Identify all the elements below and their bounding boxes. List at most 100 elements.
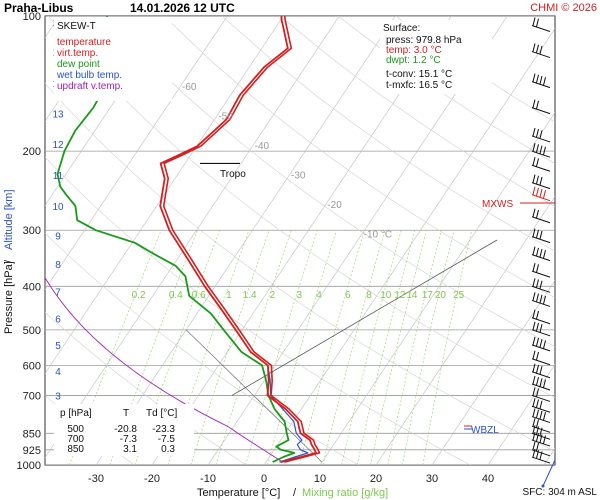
wind-barb-feather bbox=[539, 410, 543, 420]
wind-barb bbox=[531, 186, 551, 202]
mixing-ratio-label: 25 bbox=[453, 290, 465, 301]
copyright-text: CHMI © 2026 bbox=[530, 2, 597, 14]
wind-barb bbox=[531, 431, 551, 447]
wind-barb-feather bbox=[539, 145, 543, 154]
wind-barb-feather bbox=[536, 433, 539, 442]
pressure-tick-label: 100 bbox=[23, 11, 41, 23]
wind-barb bbox=[531, 157, 551, 172]
x-tick-label: -10 bbox=[200, 473, 216, 485]
wind-barb bbox=[531, 398, 551, 413]
wind-barb-feather bbox=[532, 336, 536, 345]
isotherm-label: -20 bbox=[327, 200, 342, 211]
table-row-p: 700 bbox=[67, 434, 84, 445]
mixing-ratio-label: 0.6 bbox=[192, 290, 206, 301]
table-row-p: 500 bbox=[67, 424, 84, 435]
wind-barb-feather bbox=[536, 209, 539, 219]
wind-barb-feather bbox=[536, 442, 539, 452]
legend-item-temperature: temperature bbox=[57, 37, 111, 48]
wind-barb-feather bbox=[532, 99, 536, 108]
wind-barb-feather bbox=[543, 340, 546, 349]
surface-box: Surface: press: 979.8 hPa temp: 3.0 °C d… bbox=[380, 20, 492, 94]
surface-press: press: 979.8 hPa bbox=[386, 35, 462, 46]
wind-barb-feather bbox=[536, 279, 539, 288]
table-row-td: 0.3 bbox=[161, 444, 175, 455]
wind-barb-feather bbox=[543, 77, 546, 86]
wind-barb-feather bbox=[532, 350, 536, 359]
wind-barb-shaft bbox=[531, 236, 551, 244]
altitude-tick-label: 10 bbox=[52, 202, 64, 213]
surface-tconv: t-conv: 15.1 °C bbox=[386, 69, 452, 80]
altitude-tick-label: 5 bbox=[55, 341, 61, 352]
wind-barb-feather bbox=[536, 388, 539, 397]
wind-barb bbox=[531, 448, 551, 464]
wind-barb-feather bbox=[539, 451, 543, 460]
x-tick-label: -20 bbox=[144, 473, 160, 485]
wind-barb-feather bbox=[536, 100, 539, 109]
x-axis-label-temp: Temperature [°C] bbox=[197, 487, 280, 499]
wind-barb-feather bbox=[536, 247, 539, 256]
wind-barb-feather bbox=[536, 144, 539, 153]
isotherm-line bbox=[431, 279, 555, 465]
pressure-tick-label: 500 bbox=[23, 325, 41, 337]
mixing-ratio-line bbox=[299, 230, 365, 465]
mixing-ratio-label: 14 bbox=[406, 290, 418, 301]
wind-barb bbox=[531, 208, 551, 224]
surface-wind-arrow bbox=[542, 459, 556, 487]
x-tick-label: 30 bbox=[426, 473, 438, 485]
mxws-label: MXWS bbox=[482, 199, 513, 210]
pressure-tick-label: 300 bbox=[23, 225, 41, 237]
surface-title: Surface: bbox=[383, 23, 420, 34]
mixing-ratio-line bbox=[245, 230, 318, 465]
wind-barb-shaft bbox=[531, 383, 551, 391]
dry-adiabat-line bbox=[45, 312, 247, 465]
altitude-tick-label: 11 bbox=[53, 171, 64, 182]
wbzl-label: WBZL bbox=[471, 425, 499, 436]
table-row-t: 3.1 bbox=[123, 444, 137, 455]
wind-barb-feather bbox=[536, 322, 539, 332]
wind-barb-feather bbox=[532, 408, 536, 417]
surface-tmxfc: t-mxfc: 16.5 °C bbox=[386, 80, 452, 91]
wind-barb-feather bbox=[539, 230, 543, 240]
dry-adiabat-line bbox=[45, 232, 359, 465]
isotherm-label: -10 °C bbox=[364, 230, 392, 241]
wind-barb-shaft bbox=[531, 405, 551, 413]
wind-barb-feather bbox=[536, 129, 539, 138]
wind-barb-feather bbox=[536, 337, 539, 347]
mixing-ratio-label: 1.4 bbox=[243, 290, 257, 301]
wind-barb-shaft bbox=[531, 439, 551, 447]
x-axis-label-mix: Mixing ratio [g/kg] bbox=[302, 487, 388, 499]
mixing-ratio-line bbox=[370, 230, 427, 465]
y-axis-label-altitude: Altitude [km] bbox=[3, 189, 15, 250]
wind-barb-shaft bbox=[531, 164, 551, 172]
wind-barb-feather bbox=[539, 366, 543, 375]
mixing-ratio-line bbox=[402, 230, 455, 465]
pressure-tick-label: 1000 bbox=[17, 460, 41, 472]
wind-barb bbox=[531, 99, 551, 115]
lcl-line bbox=[185, 329, 323, 463]
altitude-tick-label: 4 bbox=[55, 367, 61, 378]
table-row-td: -23.3 bbox=[152, 424, 175, 435]
wind-barb bbox=[531, 143, 551, 158]
wind-barb-feather bbox=[532, 363, 536, 372]
wind-barb bbox=[531, 73, 551, 89]
wind-barb bbox=[531, 263, 551, 278]
altitude-tick-label: 3 bbox=[55, 391, 61, 402]
wind-barb-shaft bbox=[531, 285, 551, 293]
wind-barb-feather bbox=[532, 425, 536, 434]
wind-barb-feather bbox=[532, 263, 536, 272]
legend-title: SKEW-T bbox=[57, 21, 96, 32]
y-axis-label-sep: / bbox=[3, 259, 15, 263]
wind-barb-feather bbox=[536, 364, 539, 374]
wind-barb-shaft bbox=[531, 107, 551, 115]
wind-barb-shaft bbox=[531, 81, 551, 89]
wind-barb-feather bbox=[532, 73, 536, 82]
mixing-ratio-line bbox=[341, 230, 402, 465]
wind-barb-feather bbox=[543, 146, 546, 155]
level-table: p [hPa] T Td [°C] 500 -20.8 -23.3 700 -7… bbox=[54, 404, 194, 456]
wind-barb-feather bbox=[532, 309, 536, 318]
isotherm-label: -30 bbox=[291, 171, 306, 182]
wind-barb-shaft bbox=[531, 358, 551, 366]
wind-barb bbox=[531, 127, 551, 143]
altitude-tick-label: 6 bbox=[55, 315, 61, 326]
